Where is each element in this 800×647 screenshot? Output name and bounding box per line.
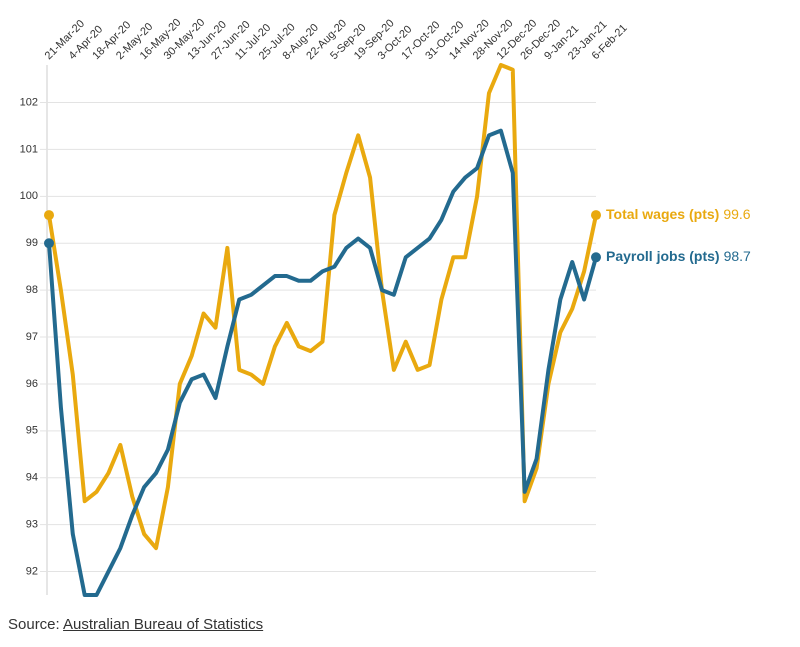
y-tick-label: 101 (20, 143, 38, 155)
y-tick-label: 97 (26, 331, 38, 343)
y-tick-label: 95 (26, 425, 38, 437)
y-tick-label: 98 (26, 284, 38, 296)
y-tick-label: 92 (26, 565, 38, 577)
y-tick-label: 93 (26, 519, 38, 531)
line (47, 63, 598, 551)
y-tick-label: 96 (26, 378, 38, 390)
value-label: 98.7 (724, 248, 751, 264)
y-tick-label: 99 (26, 237, 38, 249)
end-dot (44, 210, 54, 221)
line (47, 128, 598, 597)
source-link[interactable]: Australian Bureau of Statistics (63, 616, 264, 633)
end-dot (591, 210, 601, 221)
value-label: 99.6 (723, 206, 750, 222)
y-tick-label: 100 (20, 190, 38, 202)
source-label: Source: (8, 616, 60, 633)
y-tick-label: 102 (20, 96, 38, 108)
source: Source: Australian Bureau of Statistics (8, 616, 263, 633)
legend-label: Total wages (pts) (606, 206, 719, 222)
y-tick-label: 94 (26, 472, 38, 484)
legend-label: Payroll jobs (pts) (606, 248, 720, 264)
chart: 929394959697989910010110221-Mar-204-Apr-… (20, 17, 751, 597)
end-dot (591, 252, 601, 263)
end-dot (44, 238, 54, 249)
